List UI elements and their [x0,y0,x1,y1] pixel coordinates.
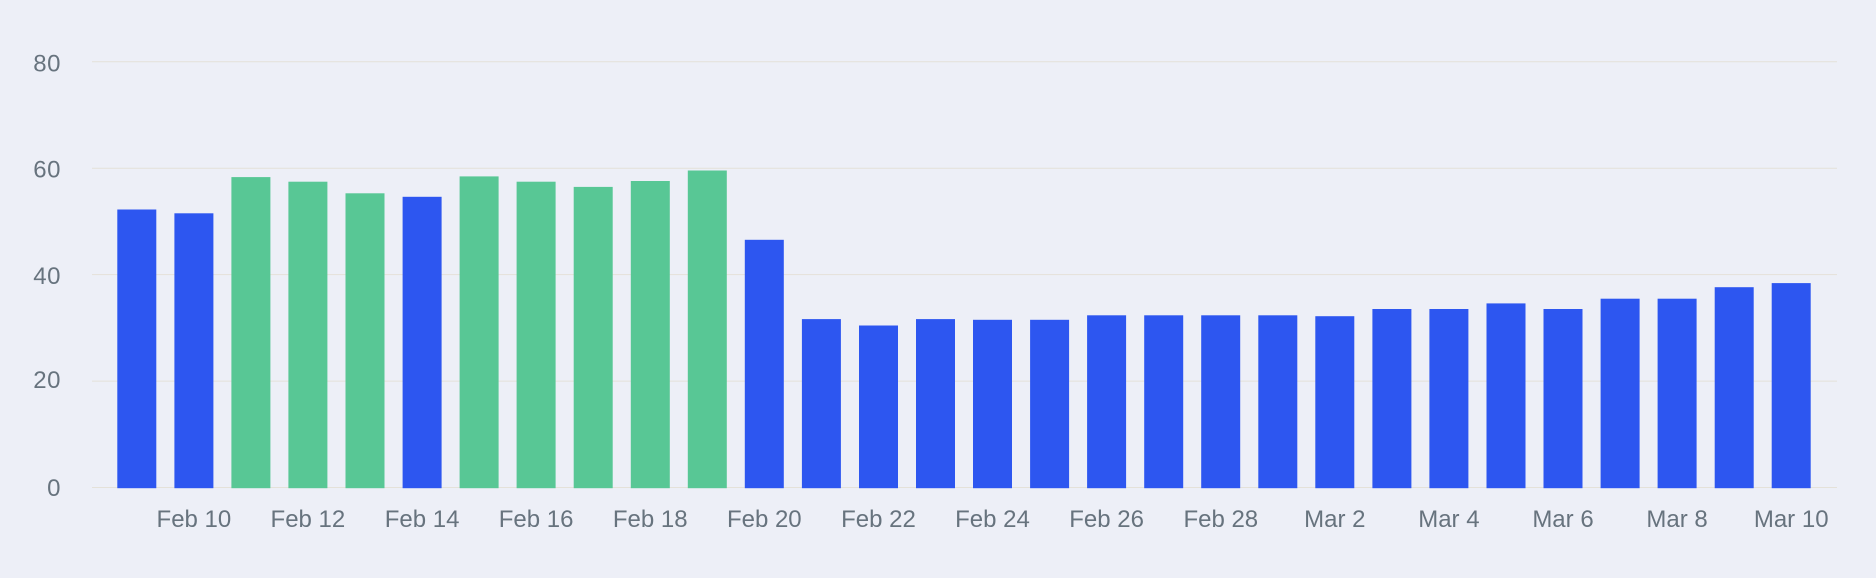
svg-text:60: 60 [33,157,61,184]
svg-text:0: 0 [47,475,61,502]
svg-text:80: 80 [33,50,61,77]
svg-text:Feb 18: Feb 18 [613,506,688,533]
svg-text:Feb 16: Feb 16 [499,506,574,533]
svg-text:Feb 26: Feb 26 [1069,506,1144,533]
svg-text:Feb 10: Feb 10 [157,506,232,533]
svg-text:Feb 24: Feb 24 [955,506,1030,533]
svg-text:Feb 22: Feb 22 [841,506,916,533]
svg-text:Feb 14: Feb 14 [385,506,460,533]
svg-text:40: 40 [33,263,61,290]
svg-text:Mar 6: Mar 6 [1532,506,1593,533]
svg-text:Mar 4: Mar 4 [1418,506,1479,533]
svg-text:20: 20 [33,367,61,394]
svg-text:Feb 12: Feb 12 [271,506,346,533]
svg-text:Mar 8: Mar 8 [1646,506,1707,533]
svg-text:Mar 10: Mar 10 [1754,506,1829,533]
svg-text:Mar 2: Mar 2 [1304,506,1365,533]
svg-text:Feb 28: Feb 28 [1183,506,1258,533]
svg-text:Feb 20: Feb 20 [727,506,802,533]
